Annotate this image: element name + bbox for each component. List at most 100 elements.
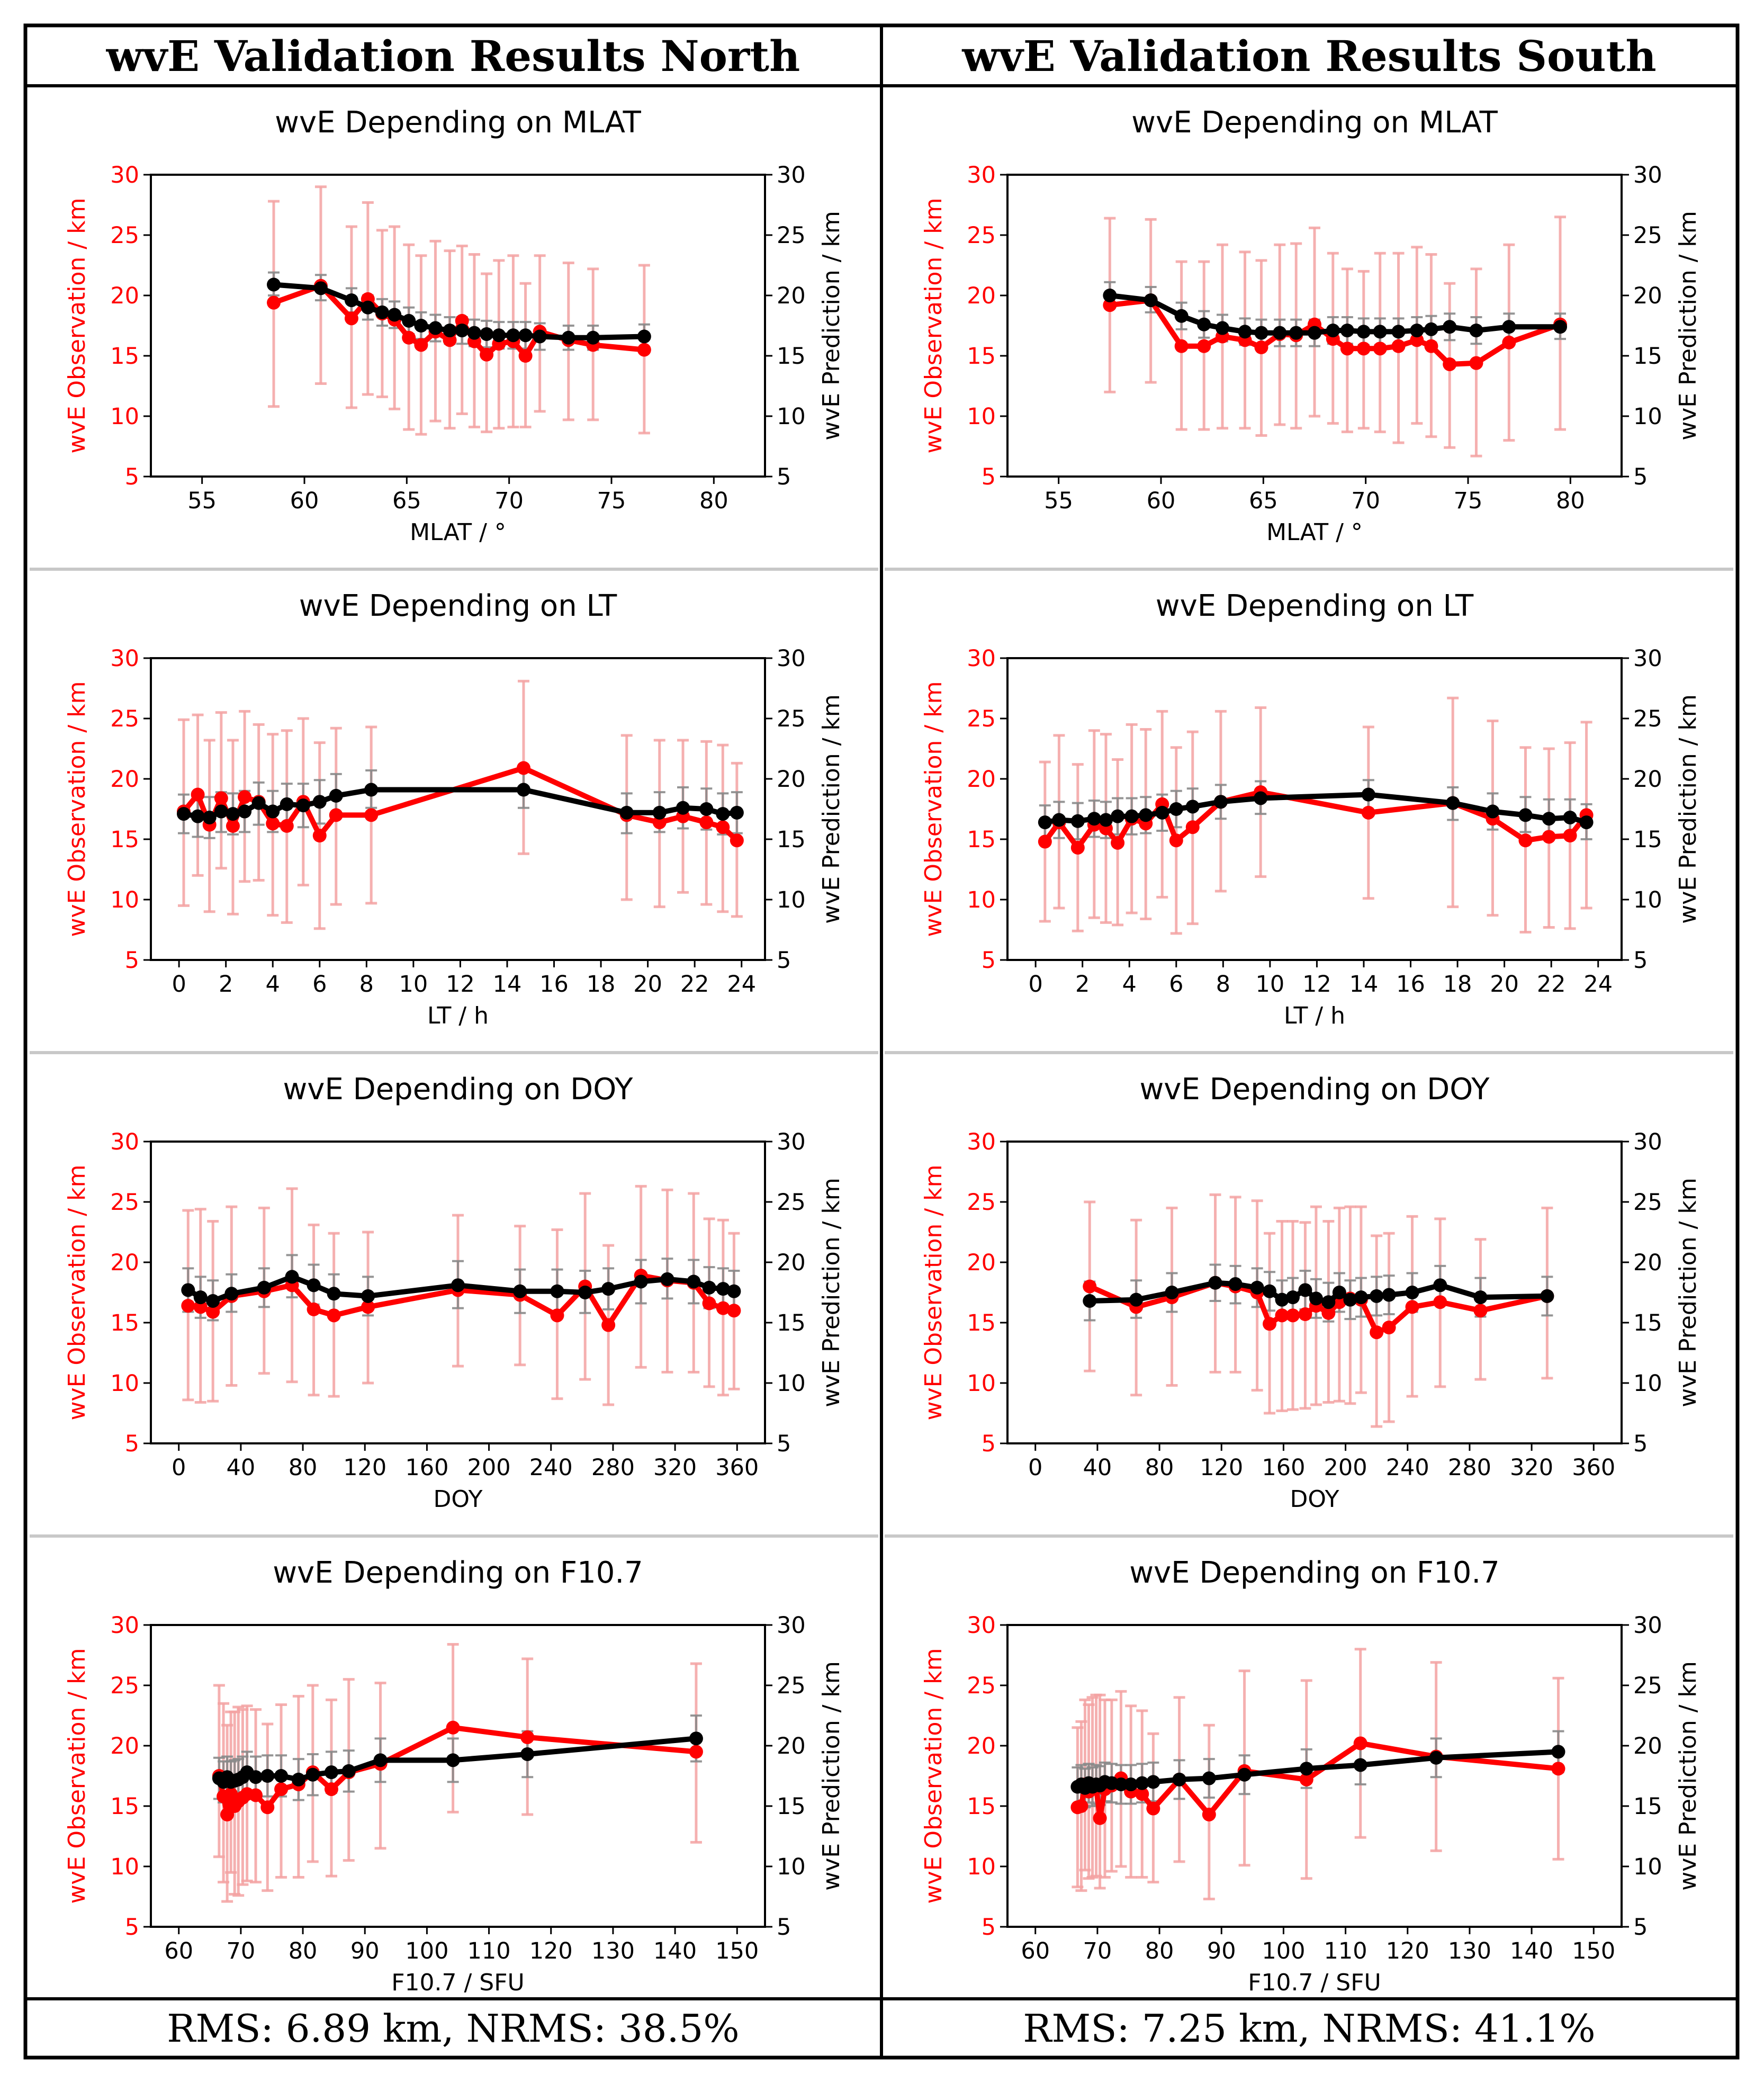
prediction-point [307,1278,321,1292]
prediction-point [285,1270,299,1284]
x-tick-label: 22 [1537,971,1566,998]
prediction-point [1172,1772,1186,1786]
observation-point [1340,342,1354,356]
observation-point [327,1308,341,1323]
prediction-point [660,1272,674,1286]
plot-area [1006,174,1623,478]
prediction-point [1502,320,1516,334]
y-left-axis-label: wvE Observation / km [920,681,947,937]
observation-point [730,833,744,848]
prediction-point [191,809,205,823]
observation-point [1391,339,1406,353]
y-right-tick-label: 10 [777,1370,806,1397]
y-left-tick-label: 10 [967,403,996,430]
prediction-point [716,1282,730,1296]
y-right-tick-label: 5 [777,1431,791,1457]
x-tick-label: 110 [1324,1938,1367,1964]
x-tick-label: 18 [1443,971,1472,998]
prediction-point [513,1284,527,1298]
prediction-point [361,300,375,315]
prediction-point [1155,805,1169,820]
x-axis-label: F10.7 / SFU [391,1969,525,1996]
prediction-point [206,1294,220,1308]
observation-point [260,1800,275,1815]
prediction-point [1332,1286,1346,1299]
observation-point [361,1300,375,1314]
x-tick-label: 22 [680,971,709,998]
y-right-tick-label: 30 [1633,1129,1662,1155]
prediction-point [1542,812,1556,826]
chart-s-doy: wvE Depending on DOY 0 40 80 120 160 200 240 280… [920,1072,1702,1513]
observation-point [1174,339,1189,353]
y-right-axis-label: wvE Prediction / km [1675,211,1702,441]
y-right-tick-label: 10 [1633,403,1662,430]
prediction-point [451,1278,465,1292]
prediction-point [699,802,714,816]
observation-point [518,349,533,363]
observation-point [1542,830,1556,844]
prediction-point [257,1280,271,1295]
y-left-tick-label: 15 [967,1793,996,1820]
x-tick-label: 8 [1216,971,1230,998]
observation-point [193,1300,208,1314]
prediction-point [1370,1289,1384,1303]
chart-title: wvE Depending on DOY [283,1072,633,1107]
prediction-point [1343,1292,1357,1307]
x-tick-label: 200 [1324,1454,1367,1481]
observation-point [214,791,228,805]
prediction-point [1405,1286,1419,1299]
x-tick-label: 70 [1083,1938,1112,1964]
prediction-point [550,1284,564,1298]
observation-point [267,295,281,310]
prediction-point [249,1770,263,1784]
prediction-point [402,313,416,328]
prediction-point [388,308,402,322]
y-right-tick-label: 15 [777,1310,806,1336]
y-left-tick-label: 5 [125,464,139,490]
x-tick-label: 10 [399,971,428,998]
observation-point [312,829,327,843]
y-left-tick-label: 30 [110,645,139,672]
prediction-point [1129,1292,1144,1307]
y-left-tick-label: 20 [110,766,139,793]
y-left-axis-label: wvE Observation / km [64,681,91,937]
plot-area [1006,657,1623,961]
x-tick-label: 130 [591,1938,635,1964]
x-tick-label: 65 [392,488,421,514]
prediction-point [1308,326,1321,340]
y-left-tick-label: 5 [125,947,139,974]
chart-title: wvE Depending on MLAT [275,105,641,140]
y-right-axis-label: wvE Prediction / km [818,211,845,441]
prediction-point [634,1274,648,1289]
y-right-tick-label: 25 [1633,1673,1662,1699]
observation-point [1254,340,1268,355]
y-left-tick-label: 10 [110,887,139,913]
x-tick-label: 200 [467,1454,511,1481]
y-left-tick-label: 25 [967,222,996,249]
x-tick-label: 40 [227,1454,256,1481]
y-right-tick-label: 10 [777,887,806,913]
header-north: wvE Validation Results North [106,31,800,81]
prediction-point [455,324,469,338]
observation-point [1551,1762,1565,1776]
x-tick-label: 280 [1448,1454,1491,1481]
prediction-point [274,1769,289,1783]
prediction-point [1228,1277,1243,1291]
prediction-point [1354,1290,1368,1305]
observation-point [443,333,457,347]
y-left-tick-label: 5 [125,1431,139,1457]
y-right-tick-label: 20 [1633,1250,1662,1276]
y-right-tick-label: 30 [777,1129,806,1155]
y-left-tick-label: 10 [967,887,996,913]
y-left-axis-label: wvE Observation / km [64,198,91,454]
x-axis-label: MLAT / ° [1266,519,1363,546]
prediction-point [1356,325,1371,339]
y-right-tick-label: 5 [1633,947,1648,974]
prediction-point [193,1290,208,1305]
observation-point [446,1720,460,1735]
x-tick-label: 160 [405,1454,448,1481]
x-tick-label: 0 [1028,1454,1042,1481]
prediction-point [224,1287,239,1301]
